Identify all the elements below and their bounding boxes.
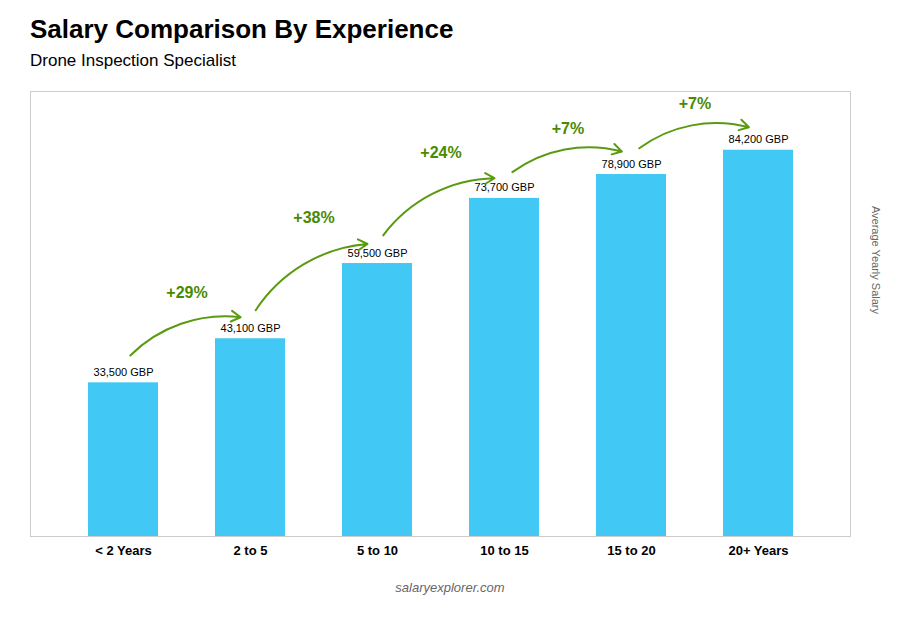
- svg-text:5 to 10: 5 to 10: [357, 543, 398, 558]
- svg-text:+7%: +7%: [552, 120, 584, 137]
- svg-text:78,900 GBP: 78,900 GBP: [602, 158, 662, 170]
- svg-text:Average Yearly Salary: Average Yearly Salary: [870, 206, 882, 315]
- svg-text:84,200 GBP: 84,200 GBP: [729, 133, 789, 145]
- svg-text:59,500 GBP: 59,500 GBP: [348, 247, 408, 259]
- svg-text:+38%: +38%: [293, 209, 334, 226]
- svg-text:15 to 20: 15 to 20: [607, 543, 655, 558]
- svg-text:20+ Years: 20+ Years: [728, 543, 788, 558]
- svg-text:< 2 Years: < 2 Years: [95, 543, 152, 558]
- svg-text:10 to 15: 10 to 15: [480, 543, 528, 558]
- html-text:Salary Comparison By Experienc: Salary Comparison By Experience: [30, 14, 454, 44]
- svg-text:+7%: +7%: [679, 95, 711, 112]
- svg-text:73,700 GBP: 73,700 GBP: [475, 181, 535, 193]
- html-text:Drone Inspection Specialist: Drone Inspection Specialist: [30, 51, 236, 70]
- svg-text:+29%: +29%: [166, 284, 207, 301]
- html-text:salaryexplorer.com: salaryexplorer.com: [395, 580, 505, 595]
- svg-text:+24%: +24%: [420, 144, 461, 161]
- svg-text:33,500 GBP: 33,500 GBP: [94, 366, 154, 378]
- svg-text:2 to 5: 2 to 5: [234, 543, 268, 558]
- svg-text:43,100 GBP: 43,100 GBP: [221, 322, 281, 334]
